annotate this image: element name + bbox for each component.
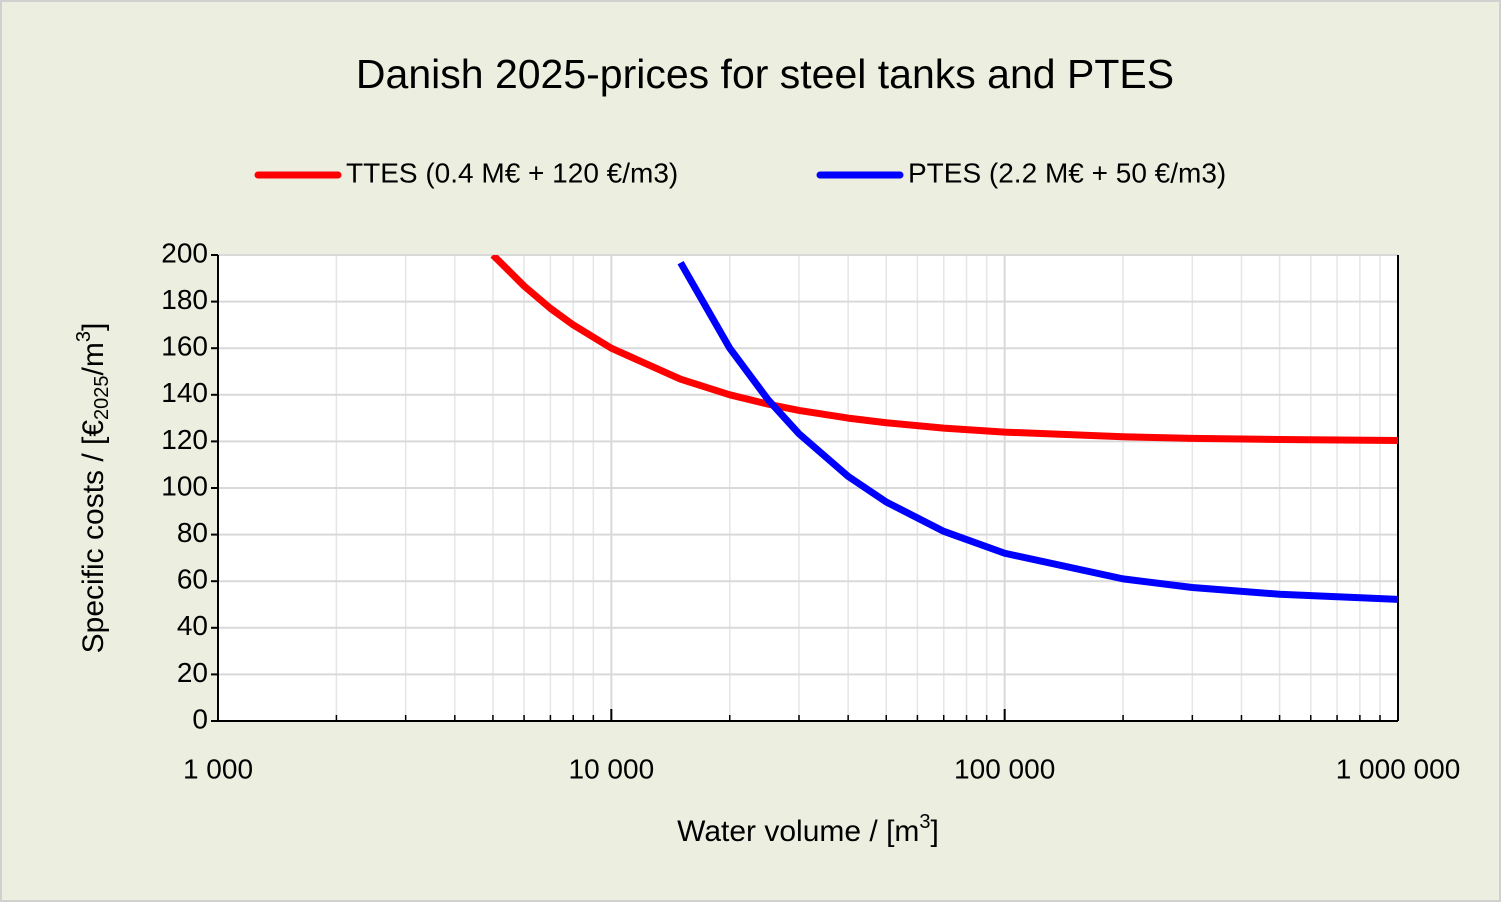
y-tick-label: 40 bbox=[177, 610, 208, 641]
x-axis-label: Water volume / [m3] bbox=[677, 811, 939, 848]
x-label-sup: 3 bbox=[919, 811, 930, 833]
y-axis-label: Specific costs / [€2025/m3] bbox=[73, 323, 113, 654]
legend-label: PTES (2.2 M€ + 50 €/m3) bbox=[908, 157, 1226, 188]
y-label-part: ] bbox=[77, 323, 110, 331]
y-label-sub: 2025 bbox=[91, 375, 113, 420]
x-tick-label: 1 000 bbox=[183, 753, 253, 784]
y-label-part: Specific costs / [€ bbox=[77, 420, 110, 654]
y-tick-label: 180 bbox=[161, 284, 208, 315]
y-label-sup: 3 bbox=[73, 331, 95, 342]
y-tick-label: 60 bbox=[177, 564, 208, 595]
chart-title: Danish 2025-prices for steel tanks and P… bbox=[356, 51, 1174, 97]
x-tick-label: 100 000 bbox=[954, 753, 1055, 784]
y-tick-label: 200 bbox=[161, 237, 208, 268]
x-label-part: Water volume / [m bbox=[677, 815, 919, 848]
y-tick-label: 80 bbox=[177, 517, 208, 548]
series-line bbox=[677, 260, 1398, 603]
y-label-part: /m bbox=[77, 342, 110, 375]
y-tick-label: 100 bbox=[161, 470, 208, 501]
y-tick-label: 120 bbox=[161, 424, 208, 455]
y-tick-label: 140 bbox=[161, 377, 208, 408]
plot-lines bbox=[490, 255, 1398, 603]
legend-label: TTES (0.4 M€ + 120 €/m3) bbox=[346, 157, 678, 188]
x-label-part: ] bbox=[931, 815, 939, 848]
x-tick-label: 10 000 bbox=[569, 753, 655, 784]
x-tick-label: 1 000 000 bbox=[1336, 753, 1461, 784]
y-tick-label: 20 bbox=[177, 657, 208, 688]
y-tick-label: 160 bbox=[161, 331, 208, 362]
y-tick-label: 0 bbox=[192, 703, 208, 734]
series-line bbox=[490, 255, 1398, 444]
